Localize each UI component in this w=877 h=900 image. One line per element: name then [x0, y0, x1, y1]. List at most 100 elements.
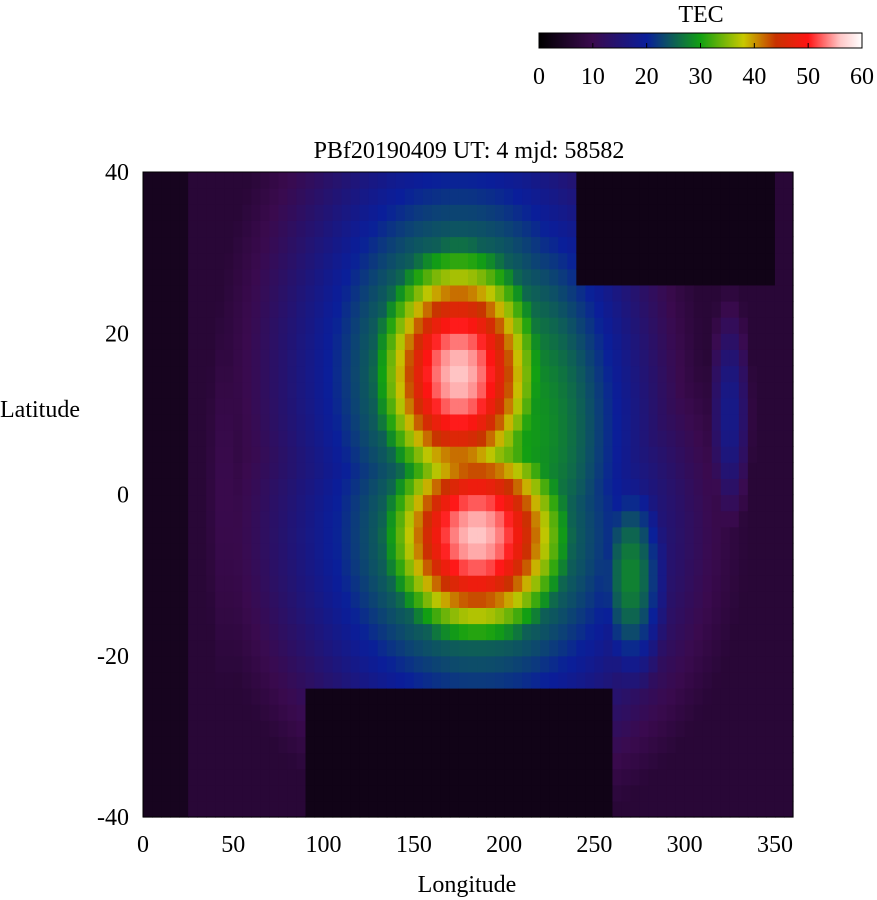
heatmap-cell	[675, 575, 686, 592]
heatmap-cell	[377, 204, 388, 221]
heatmap-cell	[278, 688, 289, 705]
heatmap-cell	[215, 381, 225, 399]
heatmap-cell	[161, 768, 171, 786]
heatmap-cell	[720, 494, 731, 512]
heatmap-cell	[359, 220, 370, 238]
heatmap-cell	[756, 494, 767, 512]
heatmap-cell	[170, 252, 180, 270]
heatmap-cell	[756, 671, 767, 689]
heatmap-cell	[251, 607, 261, 625]
heatmap-cell	[458, 397, 469, 415]
heatmap-cell	[675, 317, 686, 334]
heatmap-cell	[603, 494, 614, 512]
heatmap-cell	[594, 317, 605, 334]
heatmap-cell	[729, 397, 740, 415]
heatmap-cell	[314, 671, 325, 689]
heatmap-cell	[395, 268, 406, 286]
heatmap-cell	[458, 236, 469, 254]
heatmap-cell	[305, 752, 316, 770]
heatmap-cell	[179, 333, 189, 350]
heatmap-cell	[783, 365, 794, 383]
heatmap-cell	[756, 575, 767, 592]
heatmap-cell	[314, 688, 325, 705]
heatmap-cell	[504, 365, 514, 383]
heatmap-cell	[594, 542, 605, 560]
heatmap-cell	[729, 655, 740, 673]
heatmap-cell	[711, 430, 722, 447]
heatmap-cell	[332, 655, 343, 673]
heatmap-cell	[143, 252, 153, 270]
heatmap-cell	[495, 301, 505, 318]
heatmap-cell	[522, 655, 532, 673]
heatmap-cell	[440, 397, 451, 415]
heatmap-cell	[269, 607, 280, 625]
heatmap-cell	[287, 526, 298, 544]
heatmap-cell	[332, 236, 343, 254]
heatmap-cell	[188, 671, 198, 689]
heatmap-cell	[585, 220, 595, 238]
heatmap-cell	[296, 736, 307, 754]
heatmap-cell	[729, 284, 740, 302]
heatmap-cell	[287, 284, 298, 302]
heatmap-cell	[504, 446, 514, 463]
heatmap-cell	[170, 220, 180, 238]
heatmap-cell	[152, 623, 162, 641]
heatmap-cell	[738, 172, 749, 189]
heatmap-cell	[404, 800, 415, 818]
heatmap-cell	[603, 607, 614, 625]
heatmap-cell	[404, 172, 415, 189]
heatmap-cell	[648, 639, 659, 657]
heatmap-cell	[422, 268, 433, 286]
heatmap-cell	[558, 252, 568, 270]
heatmap-cell	[495, 236, 505, 254]
heatmap-cell	[386, 623, 397, 641]
heatmap-cell	[540, 720, 550, 737]
heatmap-cell	[468, 575, 478, 592]
heatmap-cell	[206, 172, 216, 189]
heatmap-cell	[657, 188, 668, 205]
heatmap-cell	[188, 413, 198, 431]
heatmap-cell	[152, 220, 162, 238]
heatmap-cell	[513, 494, 523, 512]
heatmap-cell	[729, 768, 740, 786]
heatmap-cell	[251, 559, 261, 576]
heatmap-cell	[395, 462, 406, 479]
heatmap-cell	[449, 720, 460, 737]
heatmap-cell	[215, 333, 225, 350]
heatmap-cell	[531, 220, 541, 238]
heatmap-cell	[359, 284, 370, 302]
heatmap-cell	[720, 446, 731, 463]
heatmap-cell	[305, 333, 316, 350]
heatmap-cell	[287, 333, 298, 350]
heatmap-cell	[251, 446, 261, 463]
heatmap-cell	[477, 204, 487, 221]
heatmap-cell	[323, 526, 334, 544]
heatmap-cell	[440, 333, 451, 350]
heatmap-cell	[639, 752, 650, 770]
heatmap-cell	[458, 172, 469, 189]
heatmap-cell	[675, 188, 686, 205]
heatmap-cell	[468, 591, 478, 608]
colorbar-label: TEC	[678, 2, 723, 28]
heatmap-cell	[513, 381, 523, 399]
heatmap-cell	[621, 575, 632, 592]
heatmap-cell	[630, 559, 641, 576]
heatmap-cell	[242, 446, 252, 463]
heatmap-cell	[197, 688, 207, 705]
heatmap-cell	[197, 800, 207, 818]
heatmap-cell	[161, 655, 171, 673]
heatmap-cell	[603, 768, 614, 786]
heatmap-cell	[197, 317, 207, 334]
heatmap-cell	[332, 188, 343, 205]
heatmap-cell	[260, 333, 270, 350]
heatmap-cell	[152, 446, 162, 463]
heatmap-cell	[549, 704, 559, 721]
heatmap-cell	[251, 623, 261, 641]
heatmap-cell	[477, 317, 487, 334]
heatmap-cell	[540, 559, 550, 576]
heatmap-cell	[648, 526, 659, 544]
heatmap-cell	[702, 284, 713, 302]
heatmap-cell	[765, 639, 776, 657]
heatmap-cell	[143, 268, 153, 286]
heatmap-cell	[341, 607, 352, 625]
